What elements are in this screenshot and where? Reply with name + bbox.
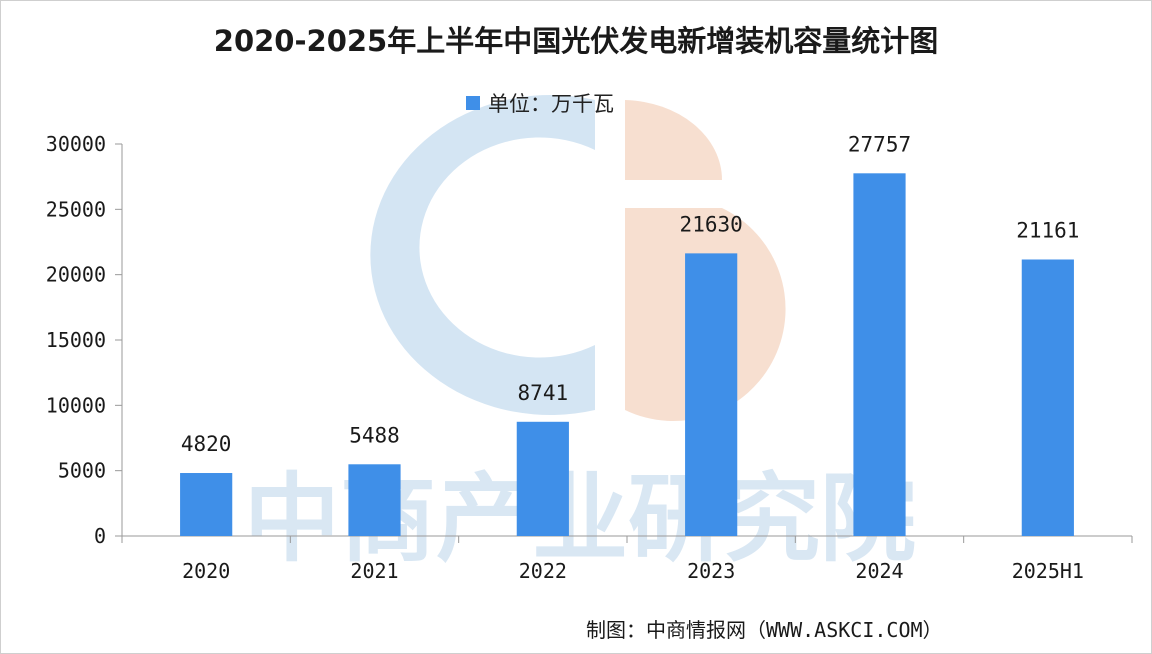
x-axis: 2020 2021 2022 2023 2024 2025H1 xyxy=(121,535,1133,583)
y-tick-label: 0 xyxy=(94,524,106,548)
bar xyxy=(685,253,738,537)
legend-swatch xyxy=(466,96,480,110)
data-label: 21630 xyxy=(680,212,743,236)
bar xyxy=(853,173,906,536)
y-tick-label: 5000 xyxy=(58,459,106,483)
source-caption: 制图：中商情报网（WWW.ASKCI.COM） xyxy=(586,618,943,642)
data-label: 4820 xyxy=(181,432,232,456)
x-tick-label: 2024 xyxy=(855,559,903,583)
data-label: 27757 xyxy=(848,132,911,156)
y-tick-label: 25000 xyxy=(46,197,106,221)
data-labels: 4820 5488 8741 21630 27757 21161 xyxy=(181,132,1080,456)
legend-label: 单位：万千瓦 xyxy=(488,92,614,116)
x-tick-label: 2023 xyxy=(687,559,735,583)
data-label: 21161 xyxy=(1016,218,1079,242)
y-tick-label: 10000 xyxy=(46,393,106,417)
bar xyxy=(1021,259,1074,536)
bar xyxy=(348,464,401,536)
y-tick-label: 30000 xyxy=(46,132,106,156)
chart-title: 2020-2025年上半年中国光伏发电新增装机容量统计图 xyxy=(213,24,939,58)
y-tick-label: 15000 xyxy=(46,328,106,352)
watermark-logo-blue-arc xyxy=(370,94,595,416)
watermark-logo-orange-top xyxy=(625,100,722,180)
bar xyxy=(180,473,233,536)
data-label: 5488 xyxy=(349,423,400,447)
x-tick-label: 2020 xyxy=(182,559,230,583)
data-label: 8741 xyxy=(518,381,569,405)
legend: 单位：万千瓦 xyxy=(466,88,614,118)
x-tick-label: 2025H1 xyxy=(1012,559,1084,583)
y-tick-label: 20000 xyxy=(46,263,106,287)
bar xyxy=(516,421,569,536)
bar-series xyxy=(180,173,1074,537)
watermark-text: 中商产业研究院 xyxy=(244,463,916,575)
x-tick-label: 2022 xyxy=(519,559,567,583)
y-axis: 0 5000 10000 15000 20000 25000 30000 xyxy=(46,132,123,548)
x-tick-label: 2021 xyxy=(350,559,398,583)
